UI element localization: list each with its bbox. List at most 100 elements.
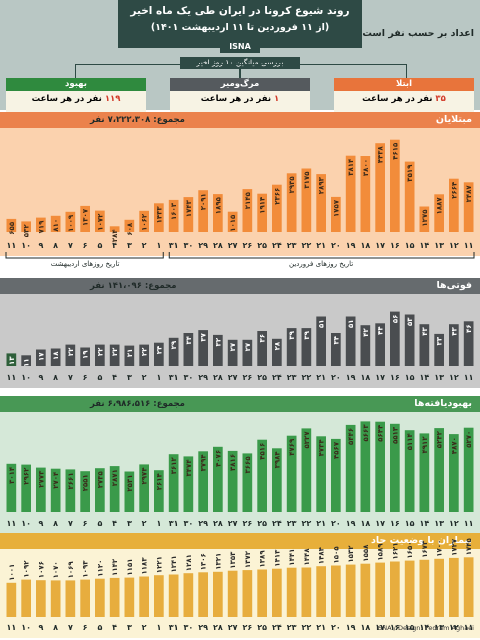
bar-4-22: [154, 575, 164, 617]
day-label-1-11: ۲۱: [316, 241, 326, 250]
page-title: روند شیوع کرونا در ایران طی یک ماه اخیر: [130, 5, 350, 17]
bar-label-2-13: ۳۹: [288, 330, 296, 339]
bar-3-21: [168, 454, 179, 512]
bar-4-19: [198, 572, 208, 617]
bar-label-4-26: ۱۱۲۰: [96, 560, 104, 577]
day-label-2-7: ۱۷: [375, 373, 385, 382]
bar-label-4-4: ۱۶۷۳: [421, 540, 429, 558]
day-label-1-5: ۱۵: [405, 241, 415, 250]
day-label-4-13: ۲۳: [287, 623, 297, 632]
bar-label-1-9: ۳۸۱۴: [347, 158, 355, 176]
summary-recovered-number: ۱۱۹: [104, 94, 121, 104]
bar-3-27: [80, 471, 90, 512]
bar-label-4-17: ۱۳۵۳: [229, 551, 237, 569]
bar-label-2-14: ۲۸: [273, 341, 281, 350]
day-label-1-32: ۱۱: [7, 241, 17, 250]
bar-label-2-23: ۲۲: [141, 347, 149, 356]
day-label-1-7: ۱۷: [375, 241, 385, 250]
bar-2-26: [95, 344, 105, 366]
bar-label-1-1: ۲۴۸۷: [465, 185, 473, 203]
bar-2-19: [198, 330, 208, 366]
day-label-1-8: ۱۸: [361, 241, 371, 250]
day-label-4-6: ۱۶: [390, 623, 400, 632]
bar-label-2-4: ۴۳: [421, 326, 429, 335]
summary-recovered-unit: نفر در هر ساعت: [31, 94, 102, 104]
summary-infection-value: ۳۵ نفر در هر ساعت: [334, 94, 474, 104]
bar-1-19: [198, 190, 208, 232]
day-label-2-25: ۴: [112, 373, 117, 382]
day-label-3-19: ۲۹: [198, 519, 208, 528]
farvardin-label: تاریخ روزهای فروردین: [289, 260, 353, 268]
day-label-1-6: ۱۶: [390, 241, 400, 250]
bar-label-1-27: ۱۳۰۷: [82, 208, 90, 226]
day-label-4-12: ۲۲: [302, 623, 312, 632]
bar-1-27: [80, 205, 90, 232]
average-label: بررسی میانگین ۱۰ روز اخیر: [180, 57, 300, 69]
bar-label-4-7: ۱۵۸۹: [377, 543, 385, 561]
bar-label-3-22: ۲۶۱۴: [155, 472, 163, 490]
bar-3-25: [109, 466, 120, 512]
day-label-3-26: ۵: [97, 519, 102, 528]
bar-label-1-26: ۱۰۷۲: [96, 213, 104, 231]
day-label-3-21: ۳۱: [169, 519, 179, 528]
bar-label-4-14: ۱۴۱۳: [273, 549, 281, 567]
footer-credit: ISNA / Design: Pedram Aghaei: [376, 624, 474, 632]
day-label-3-8: ۱۸: [361, 519, 371, 528]
day-label-1-26: ۵: [97, 241, 102, 250]
day-label-4-7: ۱۷: [375, 623, 385, 632]
day-label-1-19: ۲۹: [198, 241, 208, 250]
bar-1-10: [331, 196, 341, 232]
day-label-4-27: ۶: [83, 623, 88, 632]
bar-label-2-16: ۲۷: [244, 342, 252, 351]
chart-banner-2: [0, 278, 480, 294]
summary-recovered-head: بهبود: [6, 78, 146, 91]
bar-2-32: [6, 353, 17, 366]
day-label-4-3: ۱۳: [434, 623, 444, 632]
bar-label-1-19: ۲۰۹۱: [200, 193, 208, 210]
bar-4-15: [257, 569, 267, 617]
bar-label-4-16: ۱۳۷۲: [244, 550, 252, 568]
bar-2-21: [168, 337, 179, 366]
bar-label-2-10: ۳۴: [332, 335, 340, 344]
bar-2-20: [183, 333, 194, 366]
bar-4-21: [168, 574, 179, 617]
bar-label-2-2: ۴۳: [450, 326, 458, 335]
bar-label-3-30: ۲۷۷۳: [37, 470, 45, 488]
bar-2-28: [65, 344, 76, 366]
day-label-4-31: ۱۰: [21, 623, 31, 632]
bar-label-4-18: ۱۳۲۱: [214, 553, 222, 570]
day-label-1-1: ۱۱: [464, 241, 474, 250]
bar-label-1-18: ۱۸۹۵: [214, 196, 222, 214]
day-label-2-23: ۲: [142, 373, 147, 382]
day-label-4-15: ۲۵: [257, 623, 267, 632]
bar-label-2-12: ۳۹: [303, 330, 311, 339]
day-label-2-22: ۱: [156, 373, 161, 382]
bar-3-15: [257, 439, 267, 512]
bar-label-4-21: ۱۲۴۱: [170, 555, 178, 572]
bar-label-4-5: ۱۶۵۰: [406, 542, 414, 559]
day-label-2-28: ۷: [68, 373, 73, 382]
bar-label-2-20: ۳۴: [185, 335, 193, 344]
day-label-2-6: ۱۶: [390, 373, 400, 382]
day-label-2-26: ۵: [97, 373, 102, 382]
day-label-3-2: ۱۲: [449, 519, 459, 528]
bar-label-4-8: ۱۵۵۸: [362, 544, 370, 562]
bar-4-25: [109, 577, 120, 617]
bar-3-8: [360, 421, 371, 512]
bar-3-26: [95, 468, 105, 512]
summary-deaths-number: ۱: [274, 94, 280, 104]
bar-label-3-26: ۲۷۳۵: [96, 470, 104, 488]
bar-label-3-4: ۴۹۱۲: [421, 436, 429, 454]
bar-label-3-13: ۴۷۶۹: [288, 438, 296, 456]
bar-label-3-31: ۲۹۶۲: [23, 467, 31, 485]
bar-label-3-10: ۴۵۶۷: [332, 441, 340, 459]
bar-1-24: [124, 219, 135, 232]
bar-label-2-21: ۲۹: [170, 340, 178, 349]
day-label-2-5: ۱۵: [405, 373, 415, 382]
bar-3-4: [419, 433, 430, 512]
chart-total-3: مجموع: ۶،۹۸۶،۵۱۶ نفر: [90, 399, 185, 409]
bar-2-18: [213, 334, 223, 366]
day-label-3-7: ۱۷: [375, 519, 385, 528]
bar-2-4: [419, 324, 430, 366]
day-label-2-27: ۶: [83, 373, 88, 382]
